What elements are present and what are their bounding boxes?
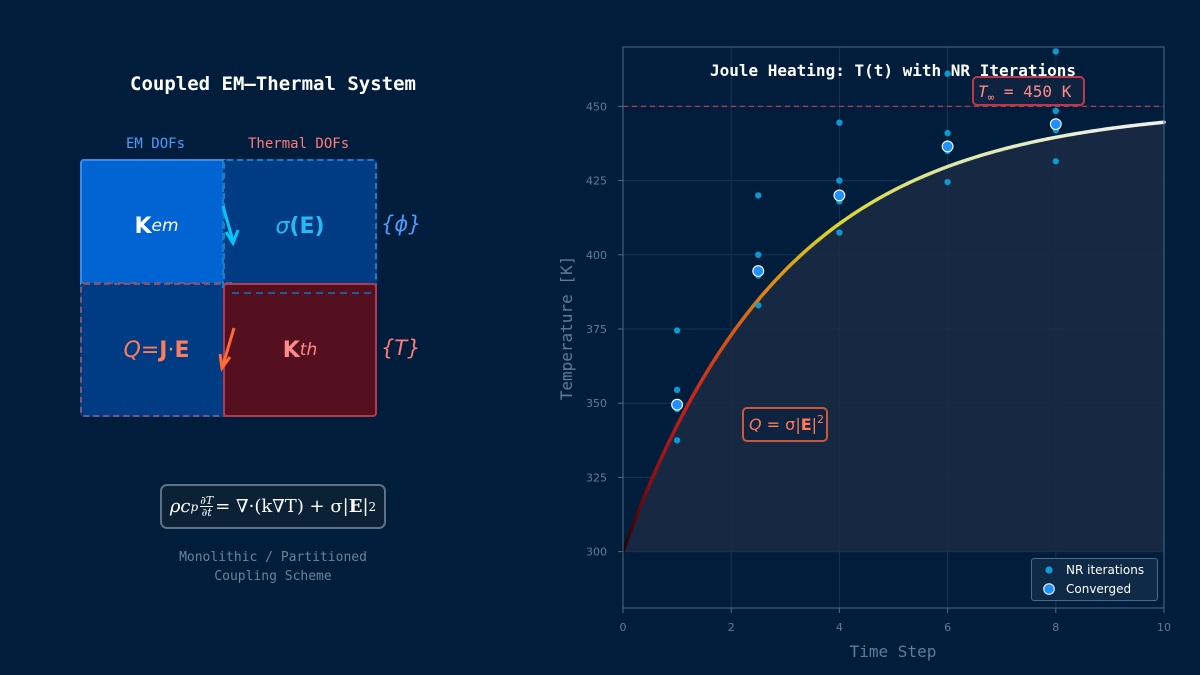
legend-item-converged: Converged xyxy=(1042,582,1131,596)
y-axis-label: Temperature [K] xyxy=(557,256,576,401)
nr-iteration-point xyxy=(836,119,843,126)
asymptote-label: T∞ = 450 K xyxy=(972,76,1085,106)
joule-eq: = xyxy=(140,337,160,363)
nr-iteration-point xyxy=(755,192,762,199)
x-tick-label: 6 xyxy=(944,621,951,634)
sigma-arg: (E) xyxy=(289,213,325,239)
y-tick-label: 425 xyxy=(586,175,607,188)
converged-point xyxy=(833,189,846,202)
nr-iteration-point xyxy=(944,129,951,137)
block-matrix-overlay xyxy=(82,161,376,372)
y-tick-label: 300 xyxy=(586,546,607,559)
y-tick-label: 325 xyxy=(586,471,607,484)
y-tick-label: 450 xyxy=(586,100,607,113)
x-axis-label: Time Step xyxy=(850,642,937,661)
eq-frac-num: ∂T xyxy=(200,494,214,507)
legend-label-converged: Converged xyxy=(1066,582,1132,596)
chart-title: Joule Heating: T(t) with NR Iterations xyxy=(710,61,1076,80)
joule-q: Q xyxy=(123,337,141,363)
coupling-arrow-thermal xyxy=(218,327,236,372)
x-tick-label: 0 xyxy=(620,621,627,634)
joule-annotation-text: Q = σ|E|2 xyxy=(749,413,824,434)
eq-bold-e: E xyxy=(348,496,363,517)
nr-iteration-point xyxy=(755,302,762,309)
nr-iteration-point xyxy=(836,177,843,184)
asymptote-label-box xyxy=(972,76,1085,106)
converged-point xyxy=(1049,118,1062,131)
block-joule: Q = J · E xyxy=(80,283,233,417)
plot-frame xyxy=(622,46,1165,609)
k-em-sub: em xyxy=(151,216,179,236)
y-tick-label: 375 xyxy=(586,323,607,336)
nr-iteration-point xyxy=(1052,48,1060,55)
temperature-curve xyxy=(621,120,1166,554)
phi-vector-label: {ϕ} xyxy=(381,212,422,236)
x-tick-label: 4 xyxy=(836,621,843,634)
t-vector-label: {T} xyxy=(381,336,421,360)
x-tick-label: 8 xyxy=(1052,621,1059,634)
nr-iteration-point xyxy=(944,178,951,186)
eq-lhs-sub: p xyxy=(190,499,199,514)
legend-label-nr: NR iterations xyxy=(1066,563,1145,577)
y-tick-label: 350 xyxy=(586,397,607,410)
converged-point xyxy=(671,398,684,411)
heat-equation: ρc p ∂T ∂t = ∇·(k∇T) + σ| E | 2 xyxy=(160,484,386,529)
joule-e: E xyxy=(174,337,190,363)
nr-iteration-point xyxy=(673,386,681,394)
caption-line-2: Coupling Scheme xyxy=(214,569,332,584)
em-dofs-label: EM DOFs xyxy=(126,136,186,152)
thermal-dofs-label: Thermal DOFs xyxy=(248,136,350,152)
legend-item-nr: NR iterations xyxy=(1042,563,1144,577)
eq-sup: 2 xyxy=(368,499,377,514)
chart-legend: NR iterations Converged xyxy=(1031,558,1158,601)
k-th-main: K xyxy=(282,337,300,363)
nr-iteration-point xyxy=(1052,158,1060,165)
nr-iteration-point xyxy=(836,229,843,236)
eq-rhs: = ∇·(k∇T) + σ| xyxy=(215,496,349,517)
joule-j: J xyxy=(159,337,168,363)
eq-lhs: ρc xyxy=(169,496,191,517)
eq-tail: | xyxy=(362,496,369,517)
nr-iteration-point xyxy=(673,327,681,334)
coupling-arrow-em xyxy=(221,205,240,247)
x-tick-label: 10 xyxy=(1157,621,1171,634)
converged-point xyxy=(752,265,765,278)
nr-iteration-point xyxy=(673,437,681,444)
k-th-sub: th xyxy=(299,340,318,360)
y-tick-label: 400 xyxy=(586,249,607,262)
joule-annotation-box xyxy=(742,407,828,442)
nr-iteration-point xyxy=(755,251,762,258)
legend-marker-converged xyxy=(1043,583,1055,595)
legend-marker-nr xyxy=(1045,566,1053,574)
left-panel-title: Coupled EM–Thermal System xyxy=(130,73,416,95)
nr-iteration-point xyxy=(944,70,951,77)
k-em-main: K xyxy=(134,213,152,239)
joule-annotation: Q = σ|E|2 xyxy=(742,407,828,442)
joule-dot: · xyxy=(167,337,175,363)
caption-line-1: Monolithic / Partitioned xyxy=(179,550,367,565)
points-layer xyxy=(671,48,1062,444)
curve-fill-area xyxy=(623,122,1164,552)
sigma-symbol: σ xyxy=(275,213,290,239)
eq-frac-den: ∂t xyxy=(201,506,212,519)
asymptote-label-text: T∞ = 450 K xyxy=(978,82,1072,104)
nr-iteration-point xyxy=(1052,107,1060,115)
converged-point xyxy=(941,140,954,153)
ticks-layer: 0 2 4 6 8 10 300 325 350 375 400 425 450 xyxy=(586,100,1171,634)
eq-fraction: ∂T ∂t xyxy=(200,494,214,519)
x-tick-label: 2 xyxy=(728,621,735,634)
